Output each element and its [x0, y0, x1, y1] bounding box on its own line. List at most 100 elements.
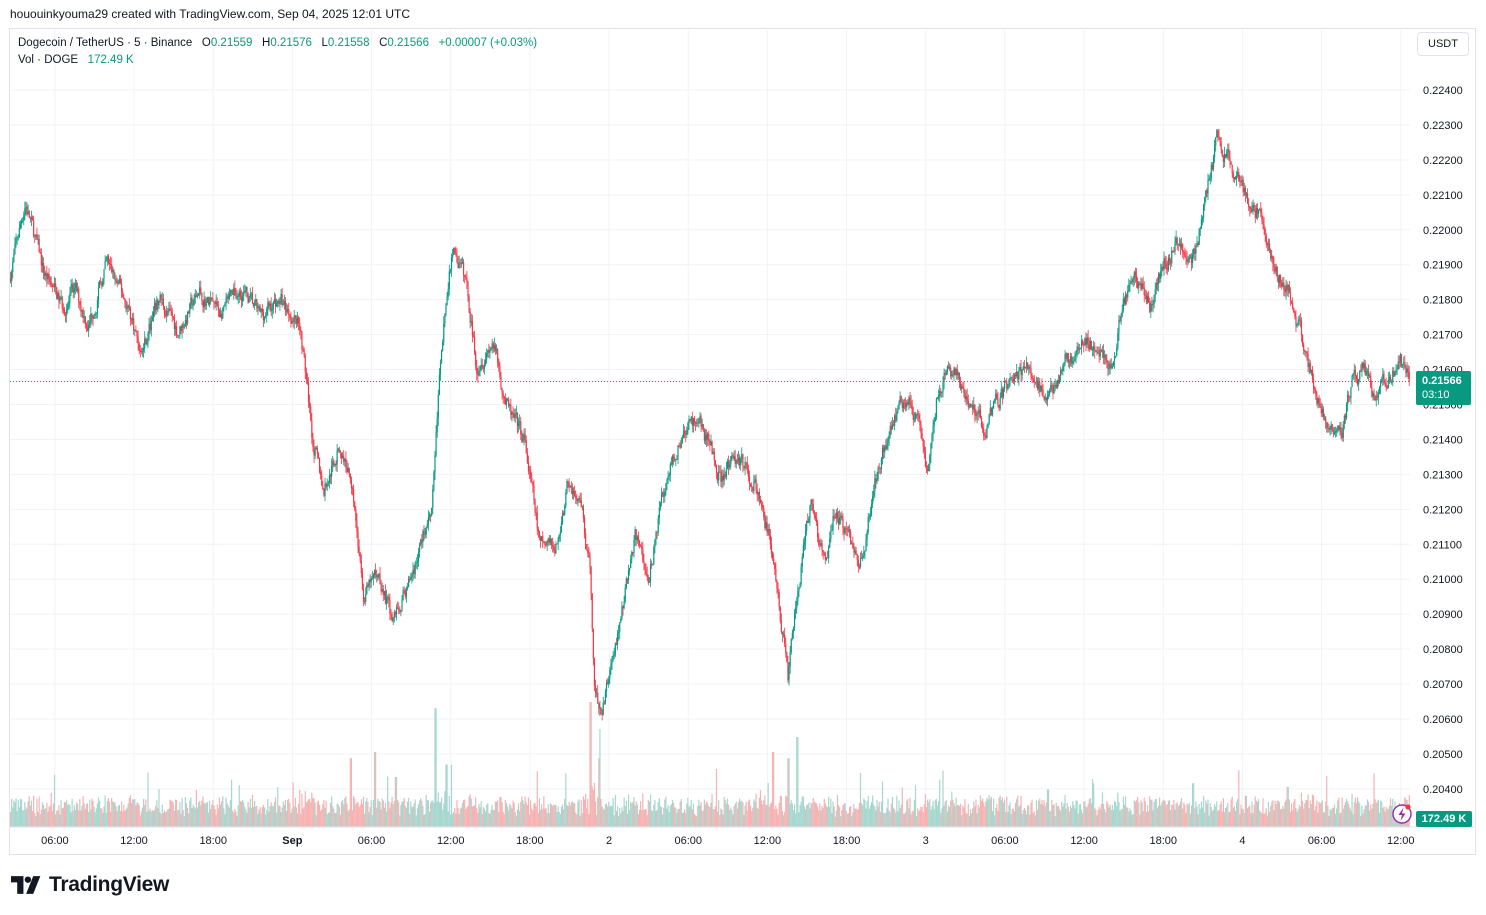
volume-value: 172.49 K — [87, 54, 134, 66]
volume-bar — [1100, 803, 1102, 827]
candle-body — [811, 499, 813, 504]
candle-body — [592, 628, 594, 659]
candle-body — [630, 558, 632, 568]
candle-body — [461, 262, 464, 263]
candle-body — [1038, 382, 1040, 389]
candle-body — [556, 543, 558, 545]
candle-body — [678, 445, 680, 447]
volume-label[interactable]: Vol · DOGE — [18, 54, 79, 66]
volume-bar — [569, 805, 571, 827]
candle-body — [1312, 379, 1315, 390]
volume-bar — [946, 811, 949, 827]
volume-bar — [355, 804, 357, 827]
volume-bar — [1347, 801, 1349, 827]
volume-bar — [42, 804, 45, 827]
candle-body — [1314, 389, 1316, 390]
candle-body — [177, 335, 179, 337]
candle-body — [1089, 340, 1091, 350]
volume-bar — [988, 795, 990, 827]
candle-body — [1121, 310, 1123, 316]
volume-bar — [348, 809, 350, 827]
volume-bar — [233, 812, 235, 827]
candle-body — [159, 294, 161, 302]
candle-body — [870, 503, 873, 515]
candle-body — [1052, 386, 1054, 394]
symbol-title[interactable]: Dogecoin / TetherUS · 5 · Binance — [18, 37, 193, 49]
volume-bar — [1173, 799, 1175, 827]
candle-body — [815, 518, 818, 523]
volume-bar — [19, 798, 22, 827]
candle-body — [1218, 136, 1220, 138]
candle-body — [1155, 282, 1157, 290]
candle-body — [620, 619, 622, 623]
volume-bar — [35, 816, 37, 827]
candle-body — [293, 315, 295, 323]
candle-body — [1221, 149, 1223, 157]
candle-body — [1045, 397, 1047, 401]
candle-body — [281, 293, 283, 305]
volume-bar — [727, 804, 730, 827]
candle-body — [858, 566, 861, 568]
candle-body — [1309, 363, 1311, 373]
volume-bar — [117, 805, 119, 827]
candle-body — [1182, 244, 1184, 252]
volume-bar — [424, 814, 426, 827]
candle-body — [484, 359, 487, 365]
volume-bar — [718, 800, 720, 827]
volume-bar — [844, 803, 846, 827]
chart-frame[interactable] — [9, 28, 1476, 855]
candle-body — [1216, 130, 1218, 138]
volume-bar — [792, 810, 795, 827]
volume-bar — [130, 802, 133, 827]
volume-bar — [92, 800, 94, 827]
candle-body — [291, 321, 293, 324]
candle-body — [1110, 363, 1112, 369]
volume-bar — [1296, 811, 1298, 827]
time-tick-label: 18:00 — [833, 835, 861, 847]
candle-body — [1036, 380, 1039, 389]
volume-bar — [1062, 806, 1064, 827]
candle-body — [368, 580, 370, 587]
candle-body — [274, 299, 277, 307]
candle-body — [27, 211, 29, 214]
candle-body — [68, 300, 70, 305]
volume-bar — [9, 811, 12, 827]
volume-bar — [743, 814, 745, 827]
volume-bar — [72, 810, 74, 827]
candle-body — [201, 292, 203, 301]
candle-body — [1083, 344, 1085, 346]
candle-body — [912, 413, 914, 420]
volume-bar — [786, 796, 788, 827]
candle-body — [930, 443, 932, 456]
lightning-icon[interactable] — [1392, 804, 1412, 824]
candle-body — [356, 520, 358, 532]
candle-body — [133, 318, 135, 331]
candle-body — [427, 517, 429, 524]
volume-bar — [557, 806, 559, 827]
volume-bar — [227, 805, 229, 827]
volume-bar — [784, 811, 786, 827]
volume-bar — [1284, 801, 1286, 827]
volume-bar — [850, 806, 852, 827]
candle-body — [536, 512, 538, 530]
tradingview-logo[interactable]: TradingView — [11, 873, 169, 897]
candle-body — [444, 313, 446, 324]
candle-body — [138, 343, 140, 351]
volume-bar — [255, 806, 257, 827]
volume-bar — [991, 811, 994, 827]
volume-bar — [1198, 803, 1200, 827]
volume-bar — [693, 813, 696, 827]
candle-body — [966, 396, 968, 401]
candle-body — [1150, 303, 1152, 313]
volume-bar — [222, 796, 224, 827]
volume-bar — [406, 801, 409, 827]
candle-body — [422, 531, 424, 543]
candle-body — [393, 612, 395, 618]
volume-bar — [745, 801, 747, 827]
candle-body — [608, 678, 610, 685]
volume-bar — [164, 812, 167, 827]
volume-bar — [194, 808, 196, 827]
candle-body — [310, 406, 312, 421]
currency-button[interactable]: USDT — [1417, 32, 1469, 56]
